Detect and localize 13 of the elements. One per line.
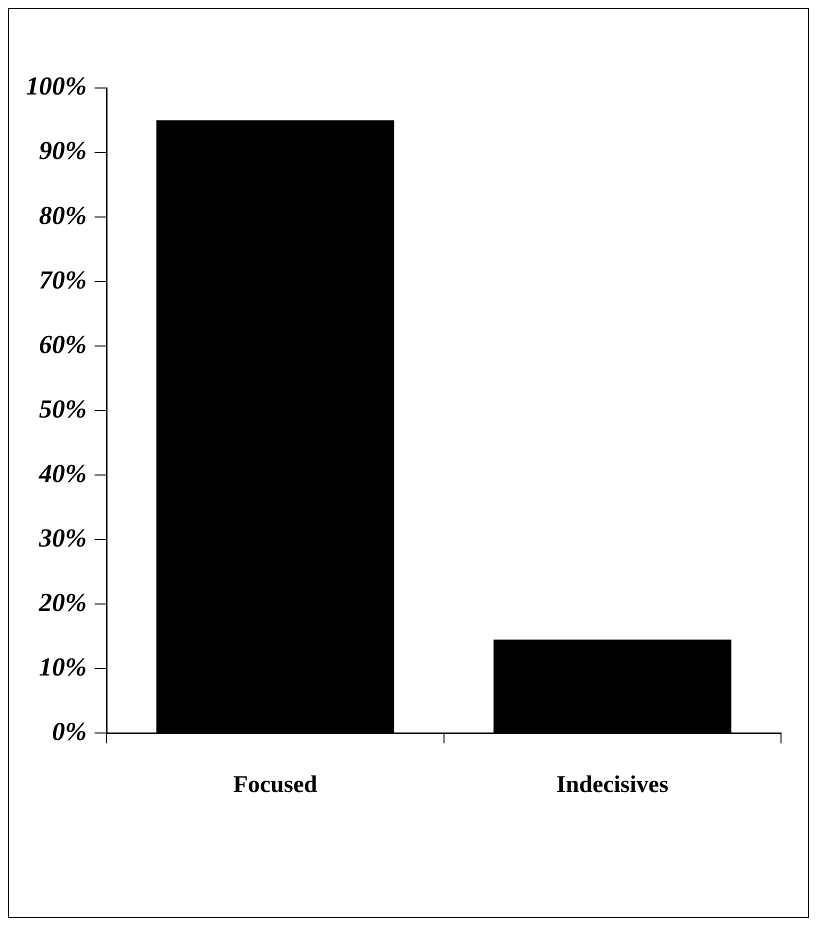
y-tick-label: 40% xyxy=(38,458,87,488)
y-tick-label: 70% xyxy=(38,265,87,294)
y-tick-label: 30% xyxy=(38,523,87,552)
y-tick-label: 80% xyxy=(38,200,87,230)
y-tick-label: 50% xyxy=(38,394,87,424)
x-tick-label: Indecisives xyxy=(556,772,668,798)
y-tick-label: 10% xyxy=(38,652,87,682)
y-tick-label: 90% xyxy=(38,136,87,166)
y-tick-label: 100% xyxy=(26,72,87,101)
y-tick-label: 60% xyxy=(38,330,87,359)
x-tick-label: Focused xyxy=(233,772,318,798)
y-tick-label: 0% xyxy=(52,716,87,746)
y-tick-label: 20% xyxy=(38,588,87,617)
